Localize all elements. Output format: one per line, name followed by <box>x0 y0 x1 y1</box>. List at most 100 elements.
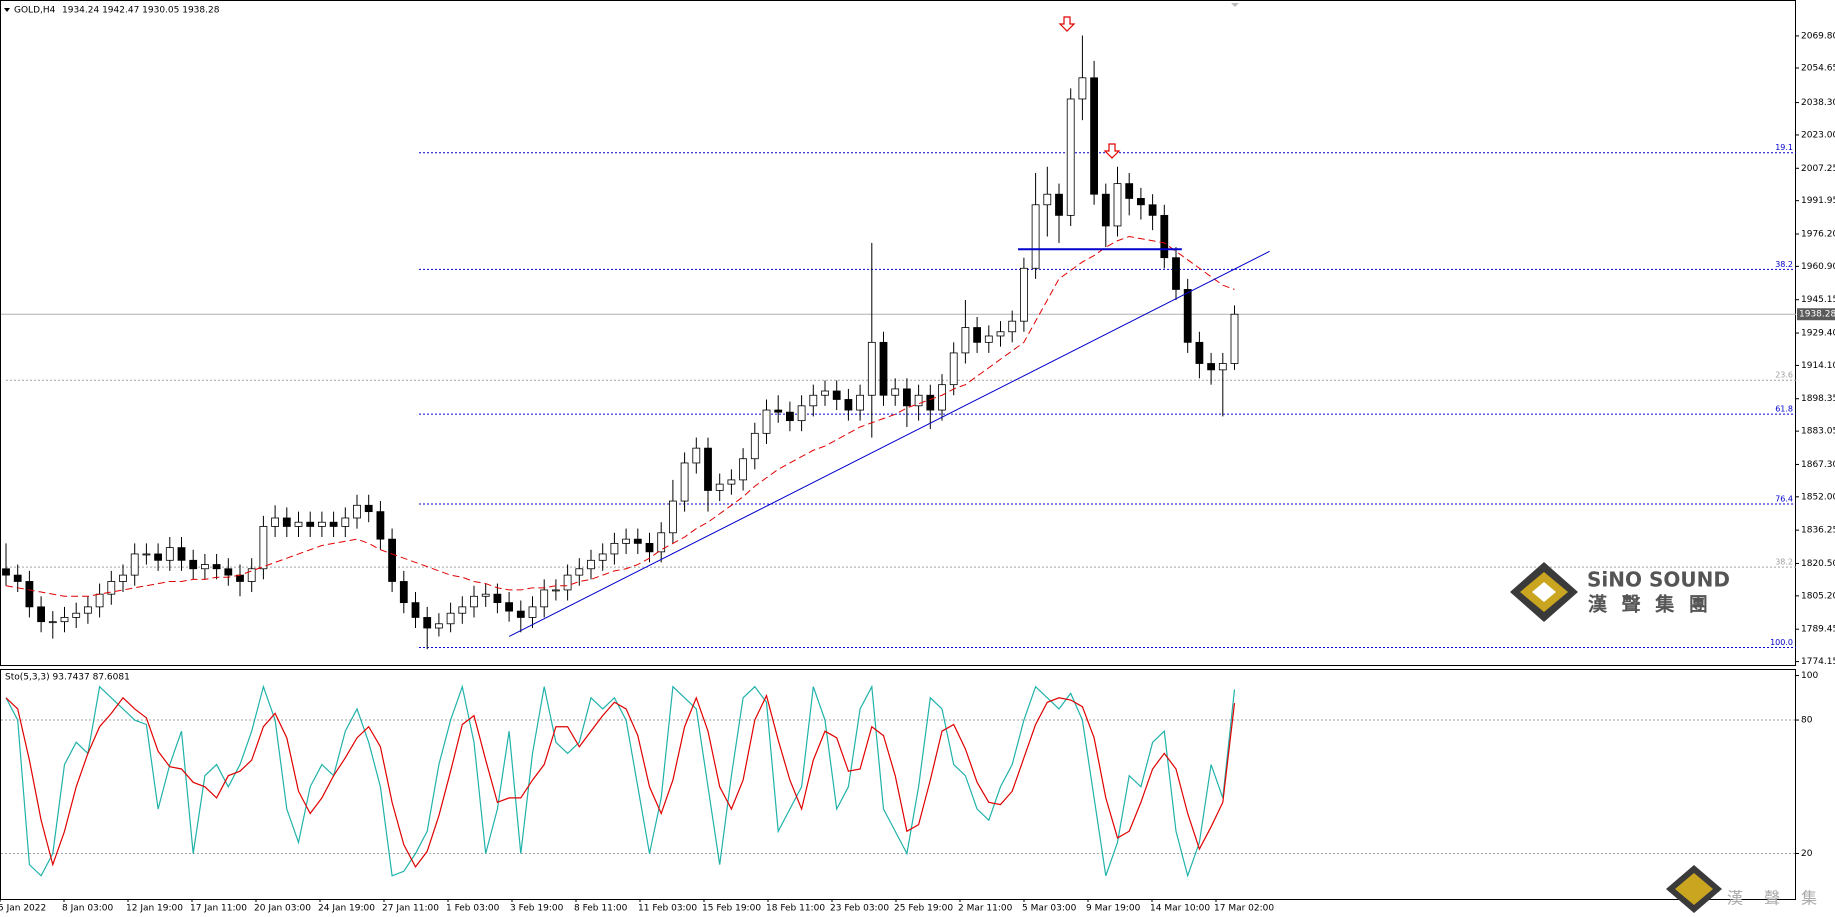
candle-body <box>1055 193 1063 216</box>
candle-body <box>610 542 619 555</box>
footer-text: 漢 聲 集 團 <box>1727 889 1835 908</box>
candle-body <box>575 568 584 576</box>
candle-body <box>786 411 794 422</box>
candle-body <box>95 593 104 608</box>
candle-body <box>48 621 57 624</box>
x-tick-label: 1 Feb 03:00 <box>446 904 500 914</box>
candle-body <box>212 564 221 570</box>
x-tick-label: 14 Mar 10:00 <box>1150 904 1210 914</box>
y-tick-label: 1945.15 <box>1801 295 1835 305</box>
candle-body <box>1031 204 1040 269</box>
candle-body <box>540 589 549 608</box>
fib-level-label: 100.0 <box>1770 638 1793 647</box>
candle-body <box>294 521 303 527</box>
candle-body <box>329 521 338 527</box>
candle-body <box>516 610 525 618</box>
candle-body <box>434 623 443 629</box>
fib-level-label: 76.4 <box>1775 495 1793 504</box>
y-tick-label: 20 <box>1801 849 1813 859</box>
candle-body <box>60 617 69 623</box>
candle-body <box>107 581 116 595</box>
candle-body <box>25 581 34 608</box>
candle-body <box>996 331 1005 337</box>
candle-body <box>797 405 806 422</box>
x-tick-label: 18 Feb 11:00 <box>766 904 825 914</box>
candle-body <box>376 511 385 540</box>
x-tick-label: 8 Feb 11:00 <box>574 904 628 914</box>
candle-body <box>154 553 163 561</box>
chart-symbol: GOLD,H4 <box>14 6 56 16</box>
watermark-logo <box>1510 562 1578 622</box>
arrow <box>1058 16 1076 32</box>
candle-body <box>364 504 373 513</box>
candle-body <box>622 538 630 544</box>
candle-body <box>458 606 467 614</box>
candle-body <box>669 500 677 534</box>
candle-body <box>657 532 666 553</box>
y-tick-label: 100 <box>1801 671 1818 681</box>
candle-body <box>1043 193 1052 206</box>
fib-level-label: 19.1 <box>1775 143 1793 152</box>
candle-body <box>271 517 280 527</box>
y-tick-label: 1820.50 <box>1801 559 1835 569</box>
y-tick-label: 1929.40 <box>1801 329 1835 339</box>
candle-body <box>13 574 22 582</box>
watermark-chinese: 漢 聲 集 團 <box>1588 593 1712 616</box>
candle-body <box>236 574 244 582</box>
candle-body <box>1230 313 1239 364</box>
fib-level-label: 38.2 <box>1775 260 1793 269</box>
y-tick-label: 1836.25 <box>1801 526 1835 536</box>
candle-body <box>200 564 209 570</box>
candle-body <box>353 504 361 519</box>
candle-body <box>1183 289 1192 343</box>
candle-body <box>1148 204 1157 216</box>
x-tick-label: 11 Feb 03:00 <box>638 904 697 914</box>
candle-body <box>423 617 432 629</box>
fib-level-label: 38.2 <box>1775 558 1793 567</box>
candle-body <box>961 327 970 354</box>
candle-body <box>2 568 10 576</box>
candle-body <box>832 390 841 400</box>
x-tick-label: 9 Mar 19:00 <box>1086 904 1141 914</box>
candle-body <box>692 447 701 464</box>
candle-body <box>317 521 326 527</box>
candle-body <box>598 553 607 561</box>
x-tick-label: 12 Jan 19:00 <box>126 904 183 914</box>
candle-body <box>587 559 595 570</box>
candle-body <box>1101 193 1110 227</box>
menu-triangle <box>4 8 10 12</box>
candle-body <box>809 394 818 407</box>
candle-body <box>1113 183 1122 227</box>
x-tick-label: 8 Jan 03:00 <box>62 904 114 914</box>
x-tick-label: 27 Jan 11:00 <box>382 904 439 914</box>
candle-body <box>903 388 911 407</box>
candle-body <box>1207 363 1215 371</box>
candle-body <box>938 384 946 411</box>
indicator-panel <box>0 669 1796 900</box>
y-tick-label: 1960.90 <box>1801 262 1835 272</box>
candle-body <box>282 517 291 527</box>
candle-body <box>165 547 174 561</box>
candle-body <box>715 483 724 491</box>
candle-body <box>1125 183 1134 199</box>
x-tick-label: 23 Feb 03:00 <box>830 904 889 914</box>
candle-body <box>821 390 829 396</box>
arrow <box>1103 143 1121 159</box>
y-tick-label: 2023.00 <box>1801 130 1835 140</box>
candle-body <box>306 521 315 527</box>
y-tick-label: 1805.20 <box>1801 591 1835 601</box>
candle-body <box>844 399 853 411</box>
candle-body <box>645 542 654 553</box>
main-panel <box>0 0 1796 666</box>
x-tick-label: 3 Feb 19:00 <box>510 904 564 914</box>
candle-body <box>633 538 642 544</box>
candle-body <box>774 409 783 413</box>
candle-body <box>411 602 420 618</box>
y-tick-label: 2069.80 <box>1801 31 1835 41</box>
candle-body <box>1172 257 1180 290</box>
y-tick-label: 2007.25 <box>1801 164 1835 174</box>
y-tick-label: 1789.45 <box>1801 625 1835 635</box>
candle-body <box>680 462 689 502</box>
y-tick-label: 2038.30 <box>1801 98 1835 108</box>
